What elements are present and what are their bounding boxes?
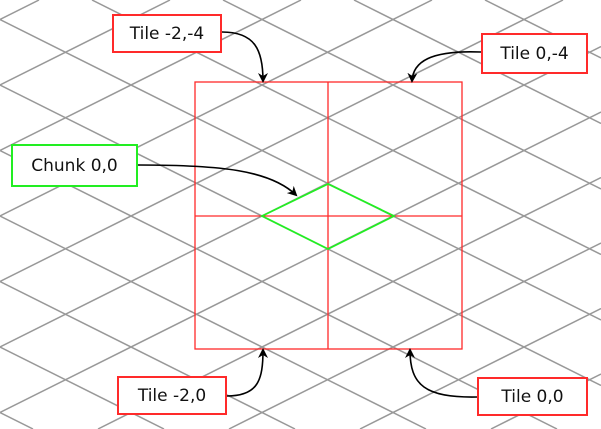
label-tile-0-m4: Tile 0,-4: [481, 33, 588, 74]
grid-line: [0, 280, 296, 429]
grid-line: [228, 242, 601, 429]
grid-line: [359, 307, 601, 429]
grid-line: [353, 0, 601, 125]
grid-line: [0, 215, 427, 429]
grid-line: [0, 111, 601, 414]
grid-line: [0, 149, 558, 429]
grid-line: [0, 0, 302, 152]
arrow-tile-m2-m4: [221, 31, 268, 83]
tile-square: [194, 81, 463, 350]
grid-line: [0, 0, 564, 283]
grid-line: [0, 346, 165, 429]
grid-line: [0, 0, 40, 21]
label-tile-m2-0: Tile -2,0: [117, 376, 227, 415]
arrow-tile-0-0: [405, 348, 478, 398]
arrow-chunk-0-0: [137, 164, 298, 197]
grid-line: [0, 411, 34, 429]
label-tile-0-0: Tile 0,0: [477, 377, 588, 416]
arrow-tile-0-m4: [407, 51, 482, 83]
arrow-tile-m2-0: [226, 348, 268, 397]
grid-line: [222, 0, 601, 190]
label-chunk-0-0: Chunk 0,0: [11, 144, 138, 187]
label-tile-m2-m4: Tile -2,-4: [112, 14, 222, 53]
chunk-diamond: [259, 182, 397, 251]
grid-line: [0, 18, 601, 321]
